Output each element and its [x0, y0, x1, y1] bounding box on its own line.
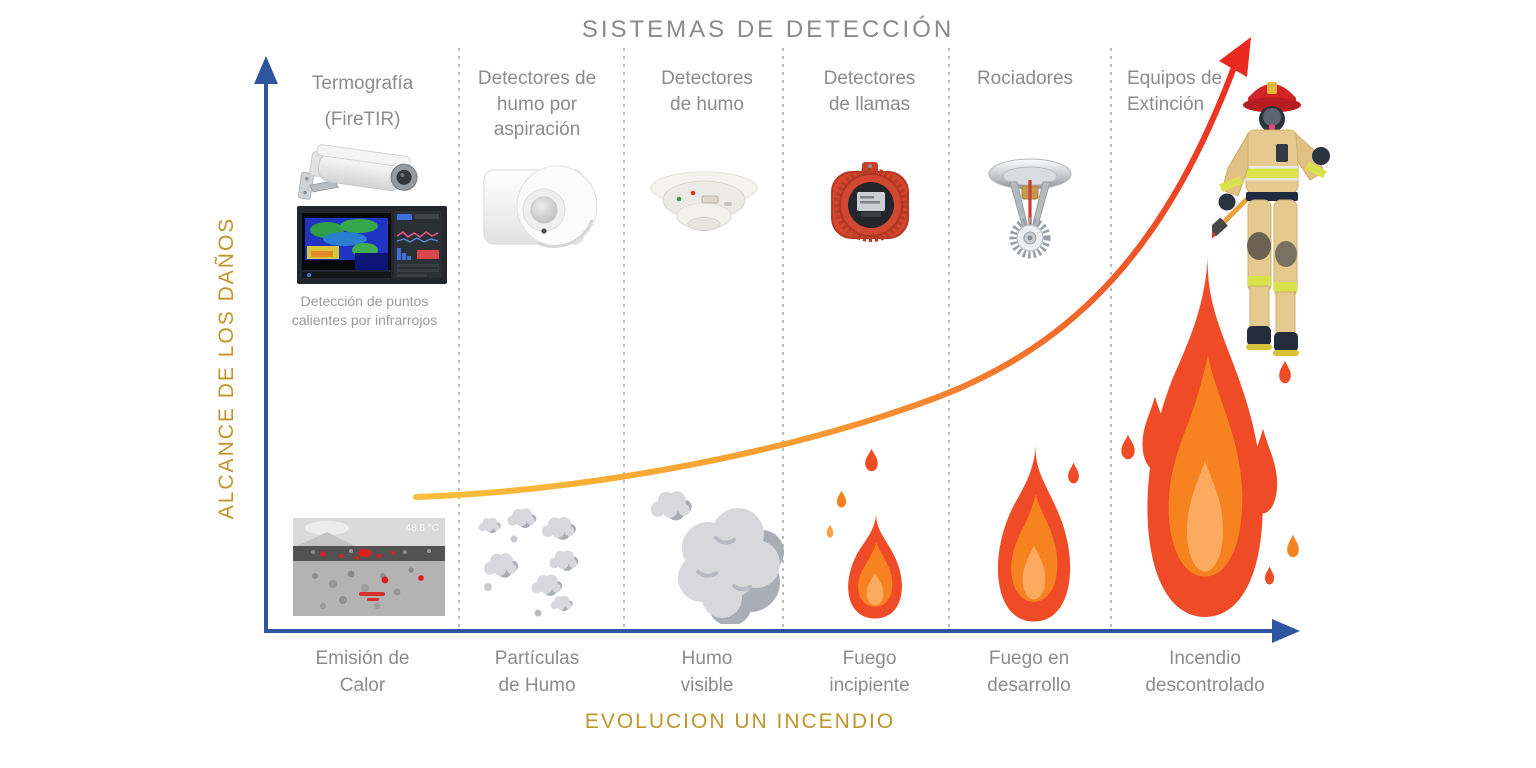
stage-label-emision-calor: Emisión de Calor: [315, 648, 410, 696]
column-separator: [1110, 48, 1112, 630]
smoke-detector-icon: [650, 171, 758, 231]
page-title: SISTEMAS DE DETECCIÓN: [581, 16, 955, 43]
flame-detector-icon: [831, 162, 909, 242]
column-separator: [948, 48, 950, 630]
column-separator: [458, 48, 460, 630]
stage-label-fuego-desarrollo: Fuego en desarrollo: [987, 648, 1071, 696]
smoke-cloud-icon: [650, 491, 784, 624]
stage-label-incendio-descontrolado: Incendio descontrolado: [1145, 648, 1265, 696]
firetir-caption: Detección de puntos calientes por infrar…: [291, 293, 438, 328]
x-axis-label: EVOLUCION UN INCENDIO: [584, 710, 896, 733]
column-header-termografia: Termografía (FireTIR): [311, 73, 414, 131]
stage-label-particulas-humo: Partículas de Humo: [494, 648, 580, 696]
column-header-rociadores: Rociadores: [976, 68, 1074, 89]
y-axis-label: ALCANCE DE LOS DAÑOS: [215, 216, 238, 520]
sprinkler-icon: [988, 158, 1072, 259]
column-header-detectores-llamas: Detectores de llamas: [823, 68, 916, 115]
thermal-software-screenshot: [297, 206, 447, 284]
smoke-particles-icon: [478, 508, 579, 617]
column-header-aspiracion: Detectores de humo por aspiración: [477, 68, 597, 141]
firefighter-icon: [1212, 82, 1330, 356]
thermal-photo-icon: 48.8 °C: [293, 518, 445, 616]
small-flame-icon: [826, 448, 902, 619]
large-flame-icon: [1121, 254, 1299, 617]
column-header-extincion: Equipos de Extinción: [1127, 68, 1223, 115]
aspirating-smoke-detector-icon: [483, 165, 598, 248]
stage-label-fuego-incipiente: Fuego incipiente: [829, 648, 910, 696]
thermal-camera-icon: [297, 144, 418, 200]
stage-label-humo-visible: Humo visible: [680, 648, 734, 696]
thermal-reading: 48.8 °C: [406, 523, 439, 534]
medium-flame-icon: [997, 444, 1079, 622]
column-header-detectores-humo: Detectores de humo: [661, 68, 753, 115]
